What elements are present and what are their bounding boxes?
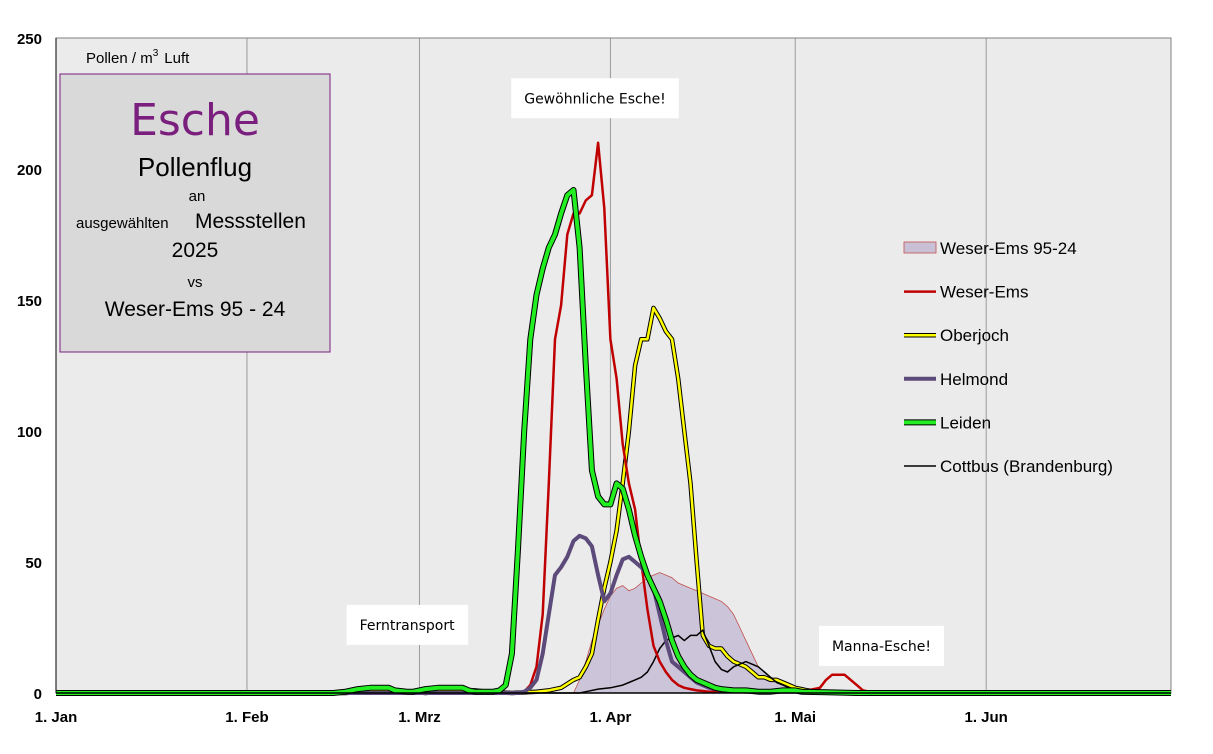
y-tick-label: 50 <box>25 555 42 572</box>
legend-label: Leiden <box>940 413 991 432</box>
legend-item-weser-ems: Weser-Ems <box>904 283 1028 302</box>
y-tick-label: 100 <box>17 424 42 441</box>
series-weser-ems <box>56 141 1171 695</box>
legend-label: Oberjoch <box>940 326 1009 345</box>
annotation-text: Ferntransport <box>360 618 455 634</box>
y-tick-label: 0 <box>34 686 42 703</box>
subtitle-messstellen: Messstellen <box>195 210 306 233</box>
annotation-2: Manna-Esche! <box>818 625 944 666</box>
annotation-box <box>511 78 679 119</box>
legend-label: Weser-Ems 95-24 <box>940 239 1077 258</box>
annotation-box <box>346 604 469 645</box>
x-tick-label: 1. Mrz <box>398 709 441 726</box>
series-line <box>56 141 1171 695</box>
legend-item-helmond: Helmond <box>904 370 1008 389</box>
x-tick-label: 1. Jun <box>965 709 1008 726</box>
series-line <box>56 188 1171 695</box>
x-tick-labels: 1. Jan 1. Feb 1. Mrz 1. Apr 1. Mai 1. Jun <box>35 709 1008 726</box>
legend: Weser-Ems 95-24 Weser-Ems Oberjoch Helmond L… <box>903 239 1113 476</box>
legend-item-oberjoch: Oberjoch <box>904 326 1009 345</box>
subtitle-pollenflug: Pollenflug <box>138 152 252 182</box>
y-tick-labels: 0 50 100 150 200 250 <box>17 31 42 703</box>
legend-item-leiden: Leiden <box>904 413 991 432</box>
legend-swatch <box>903 241 937 254</box>
annotation-box <box>818 625 944 666</box>
legend-label: Helmond <box>940 370 1008 389</box>
legend-item-cottbus-brandenburg: Cottbus (Brandenburg) <box>904 457 1113 476</box>
title-box: Esche Pollenflug an ausgewählten Messste… <box>59 73 331 353</box>
annotation-1: Ferntransport <box>346 604 469 645</box>
chart-title: Esche <box>130 95 260 146</box>
y-tick-label: 250 <box>17 31 42 48</box>
y-tick-label: 150 <box>17 293 42 310</box>
y-axis-unit-label: Pollen / m3 Luft <box>86 48 190 67</box>
subtitle-reference: Weser-Ems 95 - 24 <box>105 298 286 321</box>
series-leiden <box>56 187 1171 696</box>
subtitle-year: 2025 <box>172 239 219 262</box>
subtitle-vs: vs <box>188 274 203 291</box>
legend-item-weser-ems-95-24: Weser-Ems 95-24 <box>903 239 1077 258</box>
x-tick-label: 1. Jan <box>35 709 78 726</box>
x-tick-label: 1. Mai <box>774 709 816 726</box>
annotation-text: Gewöhnliche Esche! <box>524 91 666 107</box>
subtitle-an: an <box>189 188 206 205</box>
annotations: Gewöhnliche Esche! Ferntransport Manna-Esc… <box>346 78 944 666</box>
series-layer <box>56 141 1172 696</box>
annotation-0: Gewöhnliche Esche! <box>511 78 679 119</box>
y-tick-label: 200 <box>17 162 42 179</box>
legend-label: Weser-Ems <box>940 283 1028 302</box>
subtitle-ausgewaehlten: ausgewählten <box>76 215 169 232</box>
legend-label: Cottbus (Brandenburg) <box>940 457 1113 476</box>
x-tick-label: 1. Apr <box>589 709 631 726</box>
annotation-text: Manna-Esche! <box>832 639 931 655</box>
x-tick-label: 1. Feb <box>225 709 268 726</box>
